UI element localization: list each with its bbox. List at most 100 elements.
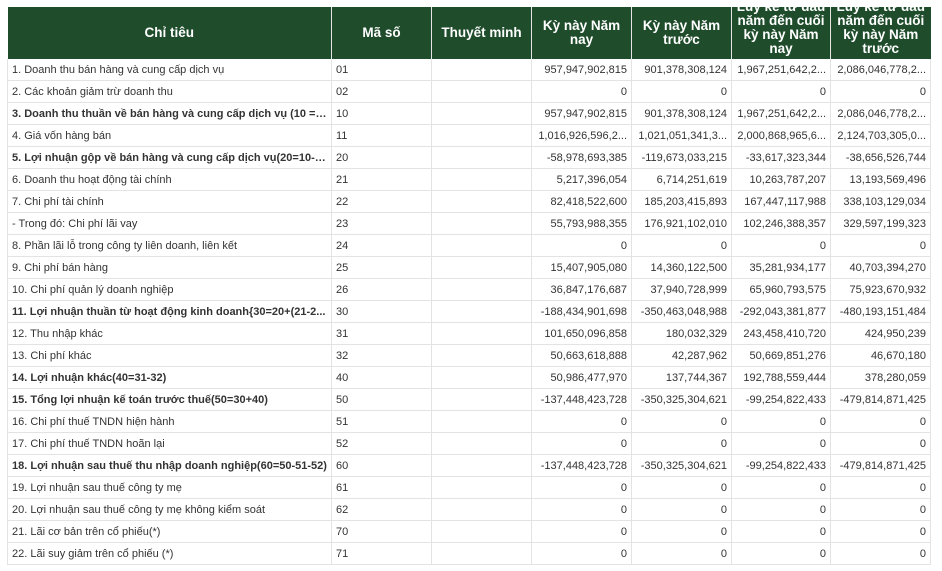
table-row: 2. Các khoản giảm trừ doanh thu 02 0 0 0 0 [7, 80, 931, 103]
header-ky-nay-nam-nay: Kỳ này Năm nay [531, 7, 632, 59]
row-value-ky-nay-nam-truoc: 185,203,415,893 [631, 190, 732, 213]
row-code: 31 [331, 322, 432, 345]
table-row: 9. Chi phí bán hàng 25 15,407,905,080 14,36… [7, 256, 931, 279]
row-value-ky-nay-nam-truoc: -350,463,048,988 [631, 300, 732, 323]
row-label: 15. Tổng lợi nhuận kế toán trước thuế(50… [7, 388, 332, 411]
row-value-ky-nay-nam-nay: 957,947,902,815 [531, 102, 632, 125]
row-value-ky-nay-nam-truoc: 37,940,728,999 [631, 278, 732, 301]
row-code: 26 [331, 278, 432, 301]
row-value-ky-nay-nam-nay: 36,847,176,687 [531, 278, 632, 301]
table-row: 3. Doanh thu thuần về bán hàng và cung c… [7, 102, 931, 125]
row-code: 61 [331, 476, 432, 499]
row-value-luy-ke-nam-nay: 0 [731, 476, 831, 499]
row-value-luy-ke-nam-nay: 50,669,851,276 [731, 344, 831, 367]
row-value-luy-ke-nam-truoc: 0 [830, 520, 931, 543]
row-value-ky-nay-nam-nay: 101,650,096,858 [531, 322, 632, 345]
row-value-ky-nay-nam-truoc: 0 [631, 410, 732, 433]
header-thuyet-minh: Thuyết minh [431, 7, 532, 59]
row-label: 8. Phần lãi lỗ trong công ty liên doanh,… [7, 234, 332, 257]
row-value-ky-nay-nam-nay: 0 [531, 410, 632, 433]
table-row: 5. Lợi nhuận gộp về bán hàng và cung cấp… [7, 146, 931, 169]
table-row: 12. Thu nhập khác 31 101,650,096,858 180,03… [7, 322, 931, 345]
row-label: 2. Các khoản giảm trừ doanh thu [7, 80, 332, 103]
row-code: 40 [331, 366, 432, 389]
header-ma-so: Mã số [331, 7, 432, 59]
row-code: 24 [331, 234, 432, 257]
row-value-ky-nay-nam-nay: 1,016,926,596,2... [531, 124, 632, 147]
table-row: 6. Doanh thu hoạt động tài chính 21 5,217,… [7, 168, 931, 191]
row-value-luy-ke-nam-truoc: -38,656,526,744 [830, 146, 931, 169]
row-value-ky-nay-nam-nay: 50,663,618,888 [531, 344, 632, 367]
row-note [431, 542, 532, 565]
table-row: 22. Lãi suy giảm trên cổ phiếu (*) 71 0 0 0 0 [7, 542, 931, 565]
row-value-ky-nay-nam-truoc: 0 [631, 542, 732, 565]
header-luy-ke-nam-nay: Lũy kế từ đầu năm đến cuối kỳ này Năm na… [731, 7, 831, 59]
row-value-luy-ke-nam-truoc: 378,280,059 [830, 366, 931, 389]
row-note [431, 300, 532, 323]
row-value-ky-nay-nam-truoc: -119,673,033,215 [631, 146, 732, 169]
row-value-luy-ke-nam-nay: 65,960,793,575 [731, 278, 831, 301]
row-value-ky-nay-nam-truoc: 901,378,308,124 [631, 102, 732, 125]
table-header-row: Chỉ tiêu Mã số Thuyết minh Kỳ này Năm na… [7, 7, 931, 59]
row-value-luy-ke-nam-nay: 102,246,388,357 [731, 212, 831, 235]
row-value-ky-nay-nam-nay: 0 [531, 476, 632, 499]
row-value-luy-ke-nam-nay: 10,263,787,207 [731, 168, 831, 191]
header-luy-ke-nam-truoc-label: Lũy kế từ đầu năm đến cuối kỳ này Năm tr… [836, 7, 925, 56]
row-code: 22 [331, 190, 432, 213]
row-note [431, 322, 532, 345]
table-row: 10. Chi phí quản lý doanh nghiệp 26 36,847… [7, 278, 931, 301]
table-row: 8. Phần lãi lỗ trong công ty liên doanh,… [7, 234, 931, 257]
table-row: 19. Lợi nhuận sau thuế công ty mẹ 61 0 0 0 0 [7, 476, 931, 499]
row-label: - Trong đó: Chi phí lãi vay [7, 212, 332, 235]
row-value-luy-ke-nam-nay: 1,967,251,642,2... [731, 59, 831, 81]
table-body: 1. Doanh thu bán hàng và cung cấp dịch v… [7, 59, 931, 565]
row-value-ky-nay-nam-nay: 0 [531, 520, 632, 543]
row-value-luy-ke-nam-truoc: 0 [830, 432, 931, 455]
row-note [431, 102, 532, 125]
row-value-ky-nay-nam-truoc: 0 [631, 476, 732, 499]
table-row: 16. Chi phí thuế TNDN hiện hành 51 0 0 0 0 [7, 410, 931, 433]
row-value-luy-ke-nam-truoc: 338,103,129,034 [830, 190, 931, 213]
row-note [431, 476, 532, 499]
row-value-luy-ke-nam-truoc: 0 [830, 498, 931, 521]
table-row: 11. Lợi nhuận thuần từ hoạt động kinh do… [7, 300, 931, 323]
row-code: 71 [331, 542, 432, 565]
table-row: 18. Lợi nhuận sau thuế thu nhập doanh ng… [7, 454, 931, 477]
row-code: 32 [331, 344, 432, 367]
row-value-ky-nay-nam-truoc: 1,021,051,341,3... [631, 124, 732, 147]
row-label: 19. Lợi nhuận sau thuế công ty mẹ [7, 476, 332, 499]
row-note [431, 454, 532, 477]
row-label: 3. Doanh thu thuần về bán hàng và cung c… [7, 102, 332, 125]
row-value-luy-ke-nam-nay: 0 [731, 498, 831, 521]
row-code: 62 [331, 498, 432, 521]
row-value-ky-nay-nam-nay: 0 [531, 542, 632, 565]
row-value-luy-ke-nam-truoc: 13,193,569,496 [830, 168, 931, 191]
row-value-luy-ke-nam-nay: 167,447,117,988 [731, 190, 831, 213]
table-row: 14. Lợi nhuận khác(40=31-32) 40 50,986,477… [7, 366, 931, 389]
row-value-luy-ke-nam-nay: 192,788,559,444 [731, 366, 831, 389]
table-row: 7. Chi phí tài chính 22 82,418,522,600 185,… [7, 190, 931, 213]
row-note [431, 80, 532, 103]
row-code: 70 [331, 520, 432, 543]
row-value-luy-ke-nam-nay: -33,617,323,344 [731, 146, 831, 169]
row-value-luy-ke-nam-truoc: 2,086,046,778,2... [830, 102, 931, 125]
row-code: 50 [331, 388, 432, 411]
row-value-ky-nay-nam-truoc: 176,921,102,010 [631, 212, 732, 235]
table-row: 20. Lợi nhuận sau thuế công ty mẹ không … [7, 498, 931, 521]
row-label: 21. Lãi cơ bản trên cổ phiếu(*) [7, 520, 332, 543]
row-code: 52 [331, 432, 432, 455]
row-value-ky-nay-nam-truoc: 0 [631, 234, 732, 257]
row-value-ky-nay-nam-nay: 50,986,477,970 [531, 366, 632, 389]
row-value-ky-nay-nam-nay: -137,448,423,728 [531, 388, 632, 411]
row-label: 10. Chi phí quản lý doanh nghiệp [7, 278, 332, 301]
header-chi-tieu: Chỉ tiêu [7, 7, 332, 59]
row-note [431, 256, 532, 279]
row-value-luy-ke-nam-truoc: -479,814,871,425 [830, 454, 931, 477]
row-value-luy-ke-nam-nay: 0 [731, 410, 831, 433]
row-value-ky-nay-nam-nay: 82,418,522,600 [531, 190, 632, 213]
row-value-luy-ke-nam-nay: 1,967,251,642,2... [731, 102, 831, 125]
row-value-luy-ke-nam-nay: -99,254,822,433 [731, 388, 831, 411]
row-value-ky-nay-nam-truoc: 0 [631, 520, 732, 543]
row-value-luy-ke-nam-truoc: 329,597,199,323 [830, 212, 931, 235]
header-luy-ke-nam-truoc: Lũy kế từ đầu năm đến cuối kỳ này Năm tr… [830, 7, 931, 59]
